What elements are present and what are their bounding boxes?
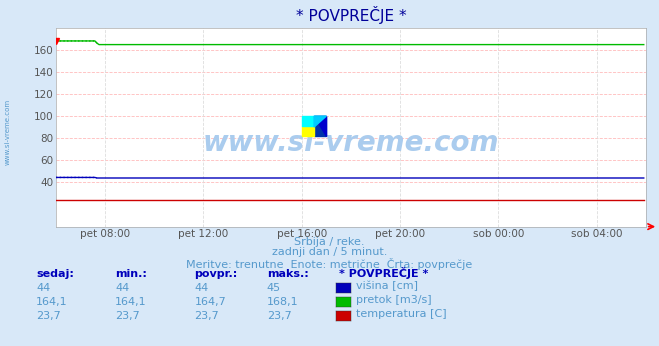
Text: 164,1: 164,1: [36, 297, 68, 307]
Text: 44: 44: [36, 283, 51, 293]
Text: * POVPREČJE *: * POVPREČJE *: [339, 267, 429, 279]
Bar: [302, 116, 314, 126]
Text: Srbija / reke.: Srbija / reke.: [295, 237, 364, 247]
Text: višina [cm]: višina [cm]: [356, 281, 418, 291]
Text: www.si-vreme.com: www.si-vreme.com: [5, 98, 11, 165]
Text: povpr.:: povpr.:: [194, 269, 238, 279]
Text: pretok [m3/s]: pretok [m3/s]: [356, 295, 432, 305]
Text: 44: 44: [115, 283, 130, 293]
Text: 23,7: 23,7: [267, 311, 292, 321]
Text: 164,7: 164,7: [194, 297, 226, 307]
Text: sedaj:: sedaj:: [36, 269, 74, 279]
Text: 168,1: 168,1: [267, 297, 299, 307]
Text: 44: 44: [194, 283, 209, 293]
Text: min.:: min.:: [115, 269, 147, 279]
Polygon shape: [314, 116, 326, 127]
Text: zadnji dan / 5 minut.: zadnji dan / 5 minut.: [272, 247, 387, 257]
Text: Meritve: trenutne  Enote: metrične  Črta: povprečje: Meritve: trenutne Enote: metrične Črta: …: [186, 258, 473, 270]
Text: 23,7: 23,7: [36, 311, 61, 321]
Text: 164,1: 164,1: [115, 297, 147, 307]
Bar: [314, 116, 326, 136]
Polygon shape: [314, 116, 326, 136]
Bar: [302, 126, 314, 136]
Title: * POVPREČJE *: * POVPREČJE *: [296, 6, 406, 24]
Text: 23,7: 23,7: [115, 311, 140, 321]
Text: temperatura [C]: temperatura [C]: [356, 309, 447, 319]
Text: 23,7: 23,7: [194, 311, 219, 321]
Text: www.si-vreme.com: www.si-vreme.com: [203, 129, 499, 157]
Text: 45: 45: [267, 283, 281, 293]
Text: maks.:: maks.:: [267, 269, 308, 279]
